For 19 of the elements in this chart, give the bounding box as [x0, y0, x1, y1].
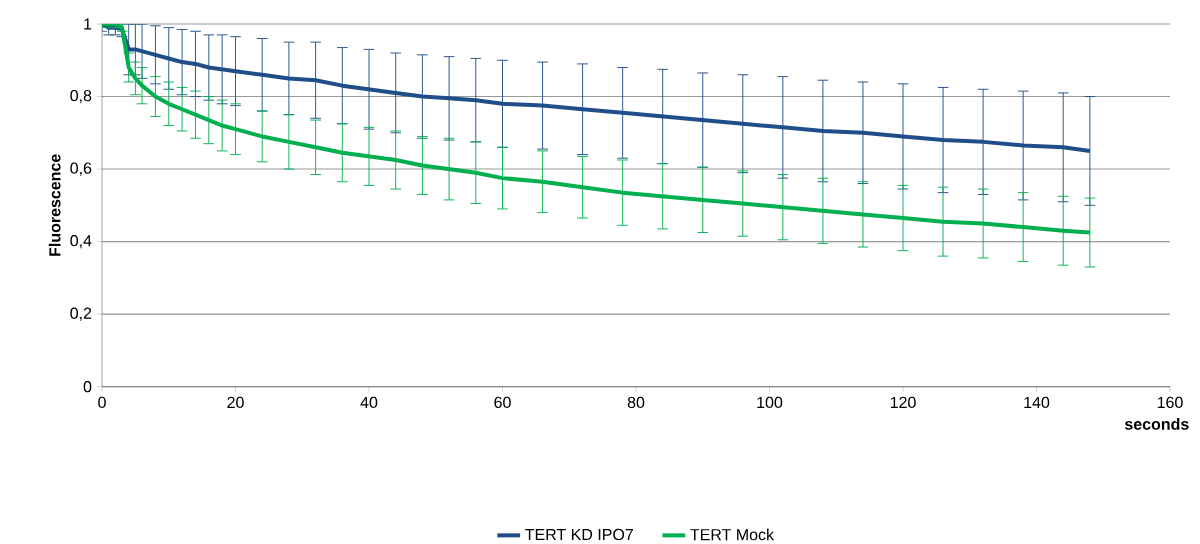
x-tick-label: 80: [627, 396, 645, 409]
x-tick-label: 20: [227, 396, 244, 409]
y-axis-title: Fluorescence: [48, 154, 61, 256]
legend-label: TERT KD IPO7: [525, 528, 633, 541]
y-tick-label: 0,4: [70, 235, 92, 249]
x-tick-label: 100: [757, 396, 783, 409]
x-tick-label: 0: [98, 396, 106, 409]
x-tick-label: 140: [1024, 396, 1050, 409]
y-tick-label: 1: [84, 18, 92, 30]
x-tick-label: 40: [360, 396, 378, 409]
x-tick-label: 160: [1157, 396, 1183, 409]
y-tick-label: 0,6: [70, 162, 92, 176]
x-tick-label: 60: [494, 396, 511, 409]
x-tick-label: 120: [890, 396, 916, 409]
legend-label: TERT Mock: [690, 528, 775, 541]
y-tick-label: 0,8: [70, 89, 92, 104]
x-axis-title: seconds: [1124, 418, 1189, 430]
y-tick-label: 0: [83, 381, 92, 393]
y-tick-label: 0,2: [70, 307, 92, 321]
